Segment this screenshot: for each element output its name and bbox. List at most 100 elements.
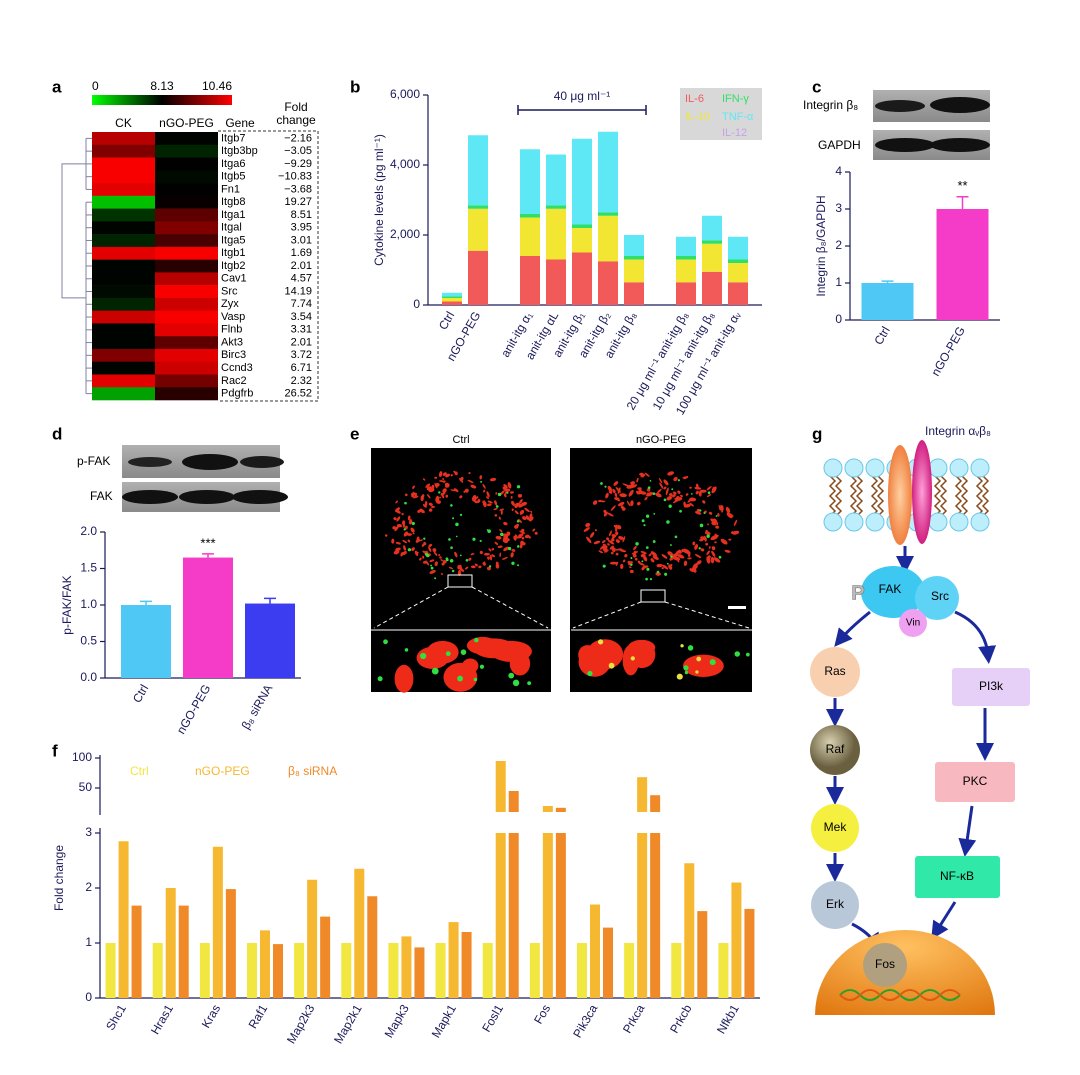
y-tick-label: 0.0 [80, 670, 97, 684]
heatmap-cell [92, 234, 155, 248]
speckle [630, 500, 634, 507]
speckle [689, 486, 692, 489]
speckle [451, 569, 455, 573]
speckle [675, 495, 680, 501]
heatmap-cell [92, 297, 155, 311]
speckle [411, 493, 415, 498]
speckle [434, 577, 437, 580]
speckle [603, 511, 608, 517]
speckle [442, 488, 447, 493]
bar-segment [572, 138, 592, 225]
gene-label: Itgal [221, 222, 242, 234]
speckle [514, 510, 519, 515]
zoom-dot [431, 667, 439, 675]
speckle [529, 513, 533, 519]
speckle [491, 554, 496, 558]
speckle [465, 558, 469, 562]
bar [495, 833, 506, 998]
speckle [683, 503, 691, 508]
speckle [605, 492, 609, 499]
blot-c [873, 90, 990, 160]
speckle [395, 507, 400, 513]
speckle [428, 546, 432, 553]
speckle [663, 486, 667, 490]
bar-segment [728, 236, 748, 260]
fold-change: 4.57 [291, 273, 312, 285]
speckle [524, 507, 530, 513]
bar [482, 943, 493, 998]
speckle [440, 492, 446, 496]
speckle [719, 505, 722, 511]
fold-change: 2.01 [291, 260, 312, 272]
heatmap-cell [155, 246, 218, 260]
zoom-dot [587, 670, 593, 677]
speckle [607, 539, 615, 545]
column-label: CK [115, 116, 132, 130]
speckle [613, 481, 619, 486]
error-bar [956, 196, 969, 209]
speckle [601, 540, 606, 544]
bar-upper [637, 777, 648, 812]
gene-label: Fn1 [221, 183, 240, 195]
speckle [725, 506, 731, 513]
speckle [439, 496, 441, 499]
speckle [482, 483, 486, 489]
y-tick-label: 0 [85, 990, 92, 1004]
speckle [615, 531, 619, 536]
bar [260, 930, 270, 998]
speckle [731, 531, 734, 534]
bar [555, 833, 566, 998]
speckle [445, 557, 449, 561]
lipid-head [844, 458, 864, 478]
bar-upper [650, 795, 661, 812]
speckle [646, 488, 651, 492]
speckle [519, 498, 523, 504]
heatmap-cell [92, 132, 155, 146]
speckle [673, 476, 678, 482]
y-axis-title: Integrin β₈/GAPDH [814, 195, 828, 296]
speckle [626, 484, 634, 489]
speckle [607, 543, 610, 546]
gene-label: Akt3 [221, 336, 243, 348]
speckle [487, 503, 492, 507]
speckle [630, 563, 633, 566]
speckle [670, 555, 673, 558]
speckle [705, 529, 708, 533]
zoom-blob [578, 645, 597, 665]
lipid-tail [939, 475, 948, 517]
bar [121, 605, 171, 678]
speckle [509, 491, 514, 494]
speckle [692, 541, 696, 546]
speckle [454, 471, 458, 476]
fold-change: 1.69 [291, 247, 312, 259]
heatmap-cell [155, 157, 218, 171]
speckle [671, 553, 676, 557]
bar [731, 882, 742, 998]
bar [684, 863, 695, 998]
x-tick-label: Ctrl [436, 309, 457, 332]
speckle [604, 485, 607, 488]
bar [448, 922, 459, 998]
speckle [590, 532, 595, 538]
speckle [669, 557, 674, 561]
speckle [384, 534, 388, 537]
bracket [517, 105, 647, 115]
legend-label: IFN-γ [722, 93, 749, 105]
speckle [500, 509, 503, 515]
speckle [393, 517, 397, 521]
speckle [641, 519, 645, 523]
bar [152, 943, 163, 998]
zoom-line [664, 601, 750, 629]
pi3k-node [952, 668, 1030, 706]
speckle [489, 477, 497, 482]
heatmap-cell [155, 348, 218, 363]
zoom-blob [682, 654, 724, 678]
heatmap-cell [155, 361, 218, 375]
lipid-tail [960, 475, 969, 517]
bar-segment [468, 250, 488, 305]
zoom-blob [622, 644, 640, 676]
speckle [433, 549, 436, 553]
speckle [663, 479, 669, 486]
speckle [655, 492, 662, 498]
speckle [450, 546, 453, 549]
